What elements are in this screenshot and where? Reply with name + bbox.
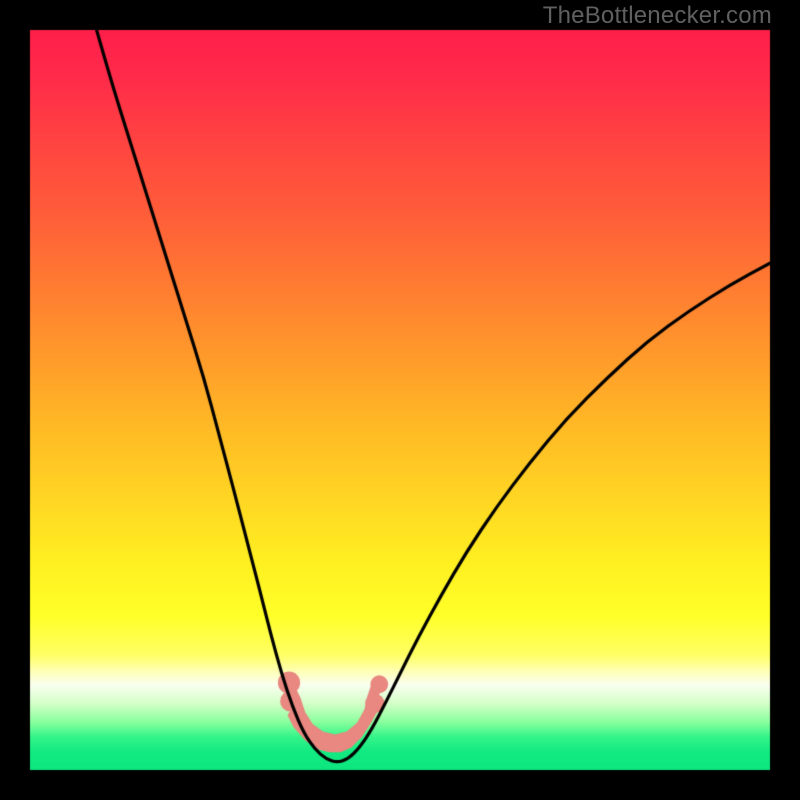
bottleneck-curve-chart [0, 0, 800, 800]
chart-stage: TheBottlenecker.com [0, 0, 800, 800]
watermark-text: TheBottlenecker.com [543, 2, 772, 30]
